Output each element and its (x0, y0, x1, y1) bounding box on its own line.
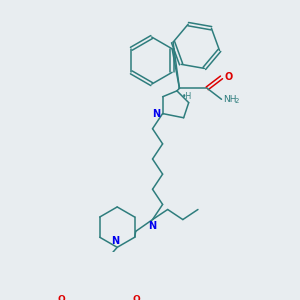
Text: NH: NH (223, 95, 237, 104)
Text: O: O (133, 295, 140, 300)
Text: N: N (148, 221, 157, 231)
Text: •H: •H (182, 92, 192, 101)
Text: N: N (152, 109, 160, 118)
Text: N: N (111, 236, 120, 247)
Text: O: O (224, 72, 232, 82)
Text: 2: 2 (235, 98, 239, 104)
Text: O: O (58, 295, 66, 300)
